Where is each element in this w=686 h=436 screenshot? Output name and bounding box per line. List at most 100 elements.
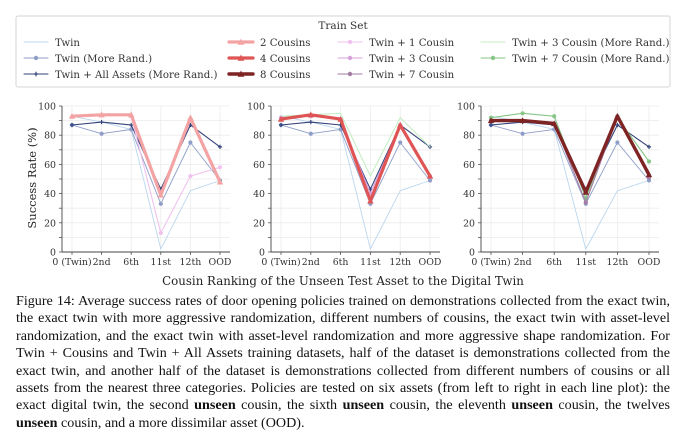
panel-2: 0 20 40 60 80 100 0 (Twin) 2nd 6th 11st 12th OOD: [247, 102, 441, 269]
data-point-twin-more-rand: [646, 178, 652, 183]
x-tick-label: 6th: [123, 257, 139, 268]
figure-14-chart: Train Set Twin Twin (More Rand.) Twin + All…: [15, 15, 671, 288]
x-tick-label: OOD: [419, 257, 442, 268]
data-point-4-cousins: [337, 115, 344, 122]
data-point-twin-more-rand: [158, 201, 163, 206]
data-point-twin-all-assets-more-rand: [488, 122, 494, 128]
data-point-8-cousins: [487, 117, 495, 124]
y-tick-label: 80: [253, 131, 265, 142]
legend-marker-2-cousins: [237, 38, 245, 45]
data-point-2-cousins: [216, 178, 224, 185]
x-tick-label: OOD: [638, 257, 661, 268]
data-point-2-cousins: [128, 111, 135, 118]
figure-caption: Figure 14: Average success rates of door…: [16, 293, 670, 432]
x-tick-label: 11st: [360, 257, 381, 268]
series-twin: [71, 115, 221, 250]
y-tick-label: 40: [44, 189, 56, 200]
data-point-8-cousins: [582, 188, 589, 195]
data-point-twin-7-cousin-more-rand: [646, 159, 652, 164]
data-point-twin-more-rand: [99, 131, 104, 136]
legend-frame: [15, 15, 671, 88]
legend-marker-twin-1-cousin: [347, 39, 353, 45]
legend-entry-8-cousins: 8 Cousins: [260, 70, 311, 81]
data-point-4-cousins: [367, 197, 374, 204]
y-tick-label: 0: [50, 248, 56, 259]
legend-entry-twin-1-cousin: Twin + 1 Cousin: [369, 38, 455, 49]
x-tick-label: 12th: [607, 257, 629, 268]
series-line-twin-more-rand: [280, 124, 431, 205]
legend-entry-twin-all-assets-more-rand: Twin + All Assets (More Rand.): [55, 69, 217, 81]
legend-entry-4-cousins: 4 Cousins: [260, 54, 311, 65]
y-tick-label: 0: [469, 248, 475, 259]
series-4-cousins: [277, 111, 434, 204]
data-point-twin-all-assets-more-rand: [217, 144, 223, 149]
data-point-twin-1-cousin: [217, 165, 223, 170]
caption-emphasis: unseen: [511, 397, 553, 414]
y-tick-label: 60: [463, 160, 475, 171]
y-tick-label: 80: [463, 131, 475, 142]
x-tick-label: 2nd: [93, 257, 111, 268]
data-point-2-cousins: [157, 191, 164, 198]
data-point-twin-all-assets-more-rand: [646, 144, 652, 149]
legend-marker-twin-7-cousin: [347, 71, 353, 77]
y-tick-label: 40: [463, 189, 475, 200]
y-tick-label: 100: [38, 102, 56, 113]
y-tick-label: 40: [253, 189, 265, 200]
data-point-8-cousins: [551, 120, 558, 127]
legend: Train Set Twin Twin (More Rand.) Twin + All…: [15, 15, 671, 88]
data-point-8-cousins: [519, 117, 526, 124]
x-tick-label: 0 (Twin): [471, 257, 510, 268]
panel-1: 0 20 40 60 80 100 0 (Twin) 2nd 6th 11st 12th OOD: [38, 102, 231, 269]
x-tick-label: OOD: [209, 257, 232, 268]
legend-marker-4-cousins: [237, 54, 245, 61]
caption-text: cousin, and a more dissimilar asset (OOD…: [57, 414, 305, 431]
legend-entry-twin-more-rand: Twin (More Rand.): [55, 53, 152, 65]
y-tick-label: 100: [247, 102, 265, 113]
y-tick-label: 100: [457, 102, 475, 113]
y-tick-label: 0: [259, 248, 265, 259]
data-point-twin-7-cousin-more-rand: [552, 114, 557, 119]
x-tick-label: 2nd: [302, 257, 320, 268]
series-twin: [280, 115, 431, 250]
data-point-8-cousins: [645, 171, 653, 178]
legend-marker-twin-all-assets-more-rand: [33, 71, 39, 77]
series-line-twin: [280, 115, 431, 250]
legend-marker-twin-7-cousin-more-rand: [490, 55, 496, 61]
legend-title: Train Set: [318, 20, 368, 32]
series-line-8-cousins: [489, 114, 651, 194]
data-point-twin-all-assets-more-rand: [308, 119, 313, 125]
x-tick-label: 0 (Twin): [261, 257, 300, 268]
x-tick-label: 0 (Twin): [52, 257, 91, 268]
data-point-twin-more-rand: [427, 178, 433, 183]
data-point-2-cousins: [98, 111, 105, 118]
data-point-twin-more-rand: [615, 140, 620, 145]
legend-entry-2-cousins: 2 Cousins: [260, 38, 311, 49]
data-point-8-cousins: [614, 113, 621, 119]
series-2-cousins: [68, 111, 224, 198]
caption-text: Figure 14: Average success rates of door…: [16, 293, 670, 414]
series-line-2-cousins: [70, 113, 222, 197]
data-point-4-cousins: [277, 115, 285, 122]
legend-entry-twin-3-cousin-more-rand: Twin + 3 Cousin (More Rand.): [512, 37, 669, 49]
data-point-twin-7-cousin: [583, 200, 588, 205]
caption-emphasis: unseen: [342, 397, 385, 414]
data-point-twin-all-assets-more-rand: [278, 122, 284, 128]
panel-3: 0 20 40 60 80 100 0 (Twin) 2nd 6th 11st 12th OOD: [457, 102, 660, 269]
data-point-twin-all-assets-more-rand: [99, 119, 104, 125]
y-tick-label: 20: [44, 218, 56, 229]
x-tick-label: 12th: [389, 257, 411, 268]
data-point-twin-all-assets-more-rand: [129, 122, 134, 128]
legend-entry-twin-7-cousin: Twin + 7 Cousin: [369, 70, 455, 81]
y-tick-label: 20: [463, 218, 475, 229]
series-line-twin-1-cousin: [130, 115, 221, 234]
legend-marker-twin-more-rand: [33, 55, 39, 61]
y-tick-label: 60: [44, 160, 56, 171]
caption-text: cousin, the sixth: [235, 397, 343, 414]
legend-marker-8-cousins: [237, 70, 245, 77]
series-line-twin-more-rand: [71, 124, 221, 205]
x-tick-label: 11st: [151, 257, 172, 268]
data-point-twin-all-assets-more-rand: [69, 122, 75, 128]
y-tick-label: 60: [253, 160, 265, 171]
legend-marker-twin-3-cousin: [347, 55, 353, 61]
